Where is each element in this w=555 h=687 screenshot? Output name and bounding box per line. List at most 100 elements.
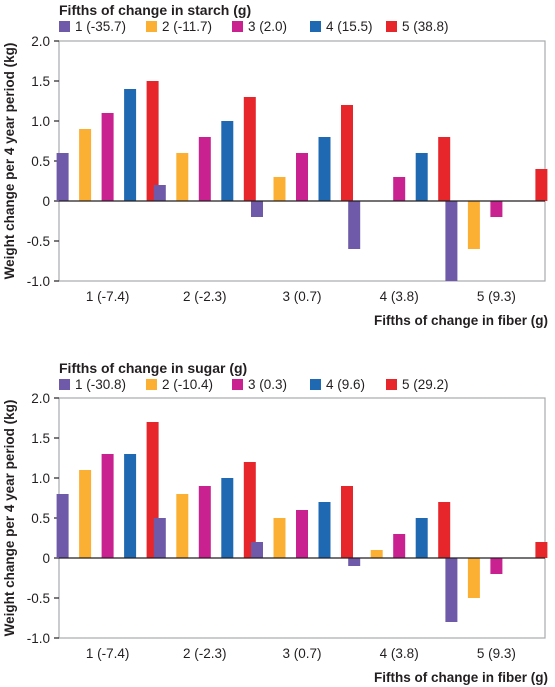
legend-label: 1 (-30.8)	[75, 377, 126, 392]
bar	[176, 153, 189, 201]
x-tick-label: 4 (3.8)	[380, 646, 419, 661]
y-tick-label: 1.5	[31, 74, 50, 89]
x-axis-label: Fifths of change in fiber (g)	[374, 670, 548, 685]
bar	[221, 478, 234, 558]
bar	[490, 201, 503, 217]
legend-swatch	[310, 21, 321, 32]
chart-panel-starch: Fifths of change in starch (g) 1 (-35.7)…	[2, 2, 548, 328]
legend-label: 3 (2.0)	[248, 19, 287, 34]
x-tick-label: 2 (-2.3)	[183, 646, 227, 661]
bar	[124, 454, 137, 558]
x-tick-label: 5 (9.3)	[477, 646, 516, 661]
y-tick-label: 2.0	[31, 34, 50, 49]
x-tick-label: 1 (-7.4)	[86, 646, 130, 661]
bar	[341, 486, 353, 558]
legend-title: Fifths of change in starch (g)	[59, 2, 251, 18]
bar	[370, 550, 383, 558]
bar	[341, 105, 353, 201]
y-tick-label: 0	[42, 194, 50, 209]
bar	[415, 518, 428, 558]
x-tick-label: 1 (-7.4)	[86, 289, 130, 304]
bar	[56, 153, 69, 201]
bar	[438, 502, 451, 558]
legend: 1 (-30.8) 2 (-10.4) 3 (0.3) 4 (9.6) 5 (29.2)	[59, 377, 449, 392]
y-axis-label: Weight change per 4 year period (kg)	[2, 43, 17, 280]
y-tick-label: -1.0	[27, 274, 50, 289]
x-axis: 1 (-7.4) 2 (-2.3) 3 (0.7) 4 (3.8) 5 (9.3)	[86, 646, 516, 661]
legend-label: 3 (0.3)	[248, 377, 287, 392]
bar	[490, 558, 503, 574]
legend-swatch	[386, 21, 397, 32]
x-axis-label: Fifths of change in fiber (g)	[374, 313, 548, 328]
bar	[445, 201, 458, 281]
legend-label: 4 (9.6)	[326, 377, 365, 392]
legend-swatch	[386, 379, 397, 390]
bar	[535, 169, 548, 201]
y-tick-label: -0.5	[27, 234, 50, 249]
bar	[318, 502, 331, 558]
bars	[56, 81, 548, 281]
x-tick-label: 4 (3.8)	[380, 289, 419, 304]
bar	[146, 81, 159, 201]
y-tick-label: -0.5	[27, 591, 50, 606]
bar	[273, 177, 286, 201]
legend: 1 (-35.7) 2 (-11.7) 3 (2.0) 4 (15.5) 5 (38.8…	[59, 19, 449, 34]
legend-label: 1 (-35.7)	[75, 19, 126, 34]
bar	[176, 494, 189, 558]
bar	[251, 542, 263, 558]
bar	[348, 201, 361, 249]
y-tick-label: 0.5	[31, 154, 50, 169]
bar	[273, 518, 286, 558]
y-tick-label: 2.0	[31, 391, 50, 406]
y-axis: 2.0 1.5 1.0 0.5 0 -0.5 -1.0	[27, 34, 59, 289]
bar	[153, 185, 166, 201]
y-tick-label: -1.0	[27, 631, 50, 646]
bar	[243, 97, 256, 201]
legend-label: 5 (29.2)	[402, 377, 449, 392]
bar	[101, 454, 114, 558]
x-tick-label: 3 (0.7)	[282, 289, 321, 304]
bar	[198, 137, 211, 201]
bar	[535, 542, 548, 558]
x-tick-label: 5 (9.3)	[477, 289, 516, 304]
bars	[56, 422, 548, 622]
y-axis-label: Weight change per 4 year period (kg)	[2, 400, 17, 637]
y-tick-label: 0.5	[31, 511, 50, 526]
y-tick-label: 0	[42, 551, 50, 566]
bar	[221, 121, 234, 201]
bar	[153, 518, 166, 558]
bar	[445, 558, 458, 622]
x-tick-label: 3 (0.7)	[282, 646, 321, 661]
bar	[198, 486, 211, 558]
legend-swatch	[310, 379, 321, 390]
bar	[296, 510, 308, 558]
bar	[467, 201, 480, 249]
bar	[467, 558, 480, 598]
y-tick-label: 1.0	[31, 471, 50, 486]
bar	[393, 534, 406, 558]
bar	[393, 177, 406, 201]
bar	[101, 113, 114, 201]
bar	[318, 137, 331, 201]
legend-swatch	[59, 379, 70, 390]
x-axis: 1 (-7.4) 2 (-2.3) 3 (0.7) 4 (3.8) 5 (9.3)	[86, 289, 516, 304]
bar	[438, 137, 451, 201]
y-tick-label: 1.0	[31, 114, 50, 129]
bar	[79, 470, 92, 558]
y-tick-label: 1.5	[31, 431, 50, 446]
bar	[124, 89, 137, 201]
bar	[56, 494, 69, 558]
chart-panel-sugar: Fifths of change in sugar (g) 1 (-30.8) 2…	[2, 360, 548, 685]
legend-swatch	[232, 21, 243, 32]
legend-label: 2 (-10.4)	[162, 377, 213, 392]
legend-label: 4 (15.5)	[326, 19, 373, 34]
y-axis: 2.0 1.5 1.0 0.5 0 -0.5 -1.0	[27, 391, 59, 646]
bar	[415, 153, 428, 201]
bar	[79, 129, 92, 201]
x-tick-label: 2 (-2.3)	[183, 289, 227, 304]
legend-swatch	[146, 379, 157, 390]
legend-swatch	[232, 379, 243, 390]
legend-swatch	[146, 21, 157, 32]
legend-label: 5 (38.8)	[402, 19, 449, 34]
